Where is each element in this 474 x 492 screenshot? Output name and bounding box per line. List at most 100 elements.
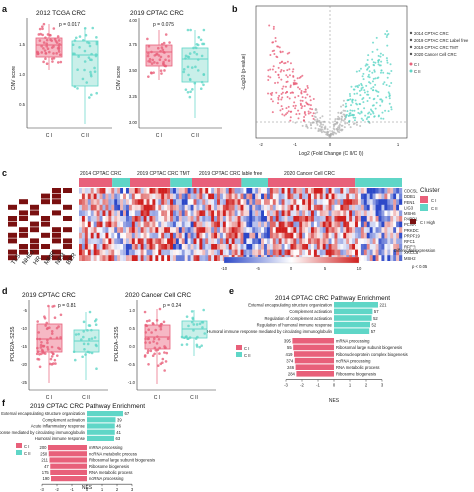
heatmap-cell bbox=[125, 193, 130, 200]
volcano-point bbox=[321, 115, 324, 118]
heatmap-cell bbox=[308, 221, 312, 228]
heatmap-cell bbox=[393, 249, 397, 256]
volcano-point bbox=[334, 122, 337, 125]
volcano-point bbox=[289, 110, 292, 113]
heatmap-cell bbox=[161, 249, 165, 256]
heatmap-cell bbox=[387, 188, 391, 194]
heatmap-cell bbox=[137, 232, 141, 239]
heatmap-cell bbox=[178, 238, 182, 245]
heatmap-cell bbox=[222, 244, 227, 250]
volcano-point bbox=[312, 98, 315, 101]
heatmap-cell bbox=[164, 232, 168, 239]
heatmap-cell bbox=[293, 199, 297, 205]
heatmap-cell bbox=[331, 210, 335, 217]
heatmap-cell bbox=[325, 188, 329, 194]
heatmap-cell bbox=[234, 232, 238, 239]
heatmap-cell bbox=[240, 199, 244, 205]
volcano-point bbox=[358, 84, 361, 87]
heatmap-cell bbox=[390, 199, 394, 205]
heatmap-cell bbox=[111, 193, 115, 200]
heatmap-cell bbox=[190, 227, 194, 233]
heatmap-cell bbox=[99, 193, 103, 200]
heatmap-cell bbox=[120, 193, 124, 200]
heatmap-cell bbox=[302, 244, 306, 250]
heatmap-cell bbox=[202, 193, 206, 200]
heatmap-cell bbox=[310, 188, 315, 194]
volcano-point bbox=[307, 112, 310, 115]
heatmap-cell bbox=[214, 199, 218, 205]
volcano-point bbox=[339, 129, 342, 132]
data-point bbox=[163, 51, 166, 54]
volcano-point bbox=[372, 61, 375, 64]
volcano-point bbox=[367, 93, 370, 96]
heatmap-cell bbox=[357, 210, 362, 217]
heatmap-cell bbox=[117, 204, 121, 211]
data-point bbox=[49, 38, 52, 42]
heatmap-cell bbox=[175, 227, 180, 233]
heatmap-cell bbox=[131, 249, 135, 256]
volcano-point bbox=[379, 71, 382, 74]
heatmap-cell bbox=[357, 199, 362, 205]
heatmap-cell bbox=[278, 232, 282, 239]
data-point bbox=[93, 336, 97, 339]
heatmap-cell bbox=[222, 210, 227, 217]
volcano-point bbox=[340, 112, 343, 115]
heatmap-cell bbox=[202, 227, 206, 233]
heatmap-cell bbox=[272, 193, 276, 200]
heatmap-cell bbox=[161, 193, 165, 200]
heatmap-cell bbox=[196, 232, 200, 239]
cluster-bar-c1 bbox=[130, 178, 171, 187]
volcano-point bbox=[371, 104, 374, 107]
heatmap-cell bbox=[90, 244, 94, 250]
data-point bbox=[74, 36, 78, 40]
heatmap-cell bbox=[305, 193, 309, 200]
heatmap-cell bbox=[164, 244, 168, 250]
heatmap-cell bbox=[375, 244, 379, 250]
heatmap-cell bbox=[99, 232, 103, 239]
volcano-point bbox=[274, 37, 277, 40]
heatmap-cell bbox=[111, 216, 115, 222]
heatmap-cell bbox=[111, 255, 115, 261]
heatmap-cell bbox=[246, 221, 250, 228]
bar-term-label: Ribosome biogenesis bbox=[89, 464, 129, 469]
data-point bbox=[52, 52, 55, 55]
bar-c1 bbox=[49, 457, 87, 463]
heatmap-cell bbox=[310, 244, 315, 250]
heatmap-cell bbox=[178, 193, 182, 200]
volcano-point bbox=[348, 93, 351, 96]
heatmap-cell bbox=[234, 216, 238, 222]
heatmap-cell bbox=[164, 238, 168, 245]
data-point bbox=[95, 42, 99, 46]
heatmap-cell bbox=[275, 188, 279, 194]
volcano-point bbox=[306, 85, 309, 88]
heatmap-cell bbox=[322, 188, 326, 194]
heatmap-cell bbox=[275, 249, 279, 256]
heatmap-cell bbox=[290, 244, 294, 250]
heatmap-cell bbox=[319, 249, 323, 256]
heatmap-cell bbox=[269, 210, 273, 217]
heatmap-cell bbox=[217, 232, 221, 239]
heatmap-cell bbox=[196, 221, 200, 228]
heatmap-cell bbox=[381, 244, 385, 250]
volcano-point bbox=[358, 89, 361, 92]
heatmap-cell bbox=[184, 188, 188, 194]
data-point bbox=[55, 52, 58, 55]
volcano-point bbox=[334, 118, 337, 121]
volcano-point bbox=[382, 82, 385, 85]
heatmap-cell bbox=[187, 210, 191, 217]
heatmap-cell bbox=[120, 255, 124, 261]
data-point bbox=[71, 52, 75, 56]
data-point bbox=[94, 323, 98, 326]
bar-term-label: Ribonucleoprotein complex biogenesis bbox=[336, 352, 408, 357]
volcano-point bbox=[390, 106, 393, 109]
heatmap-cell bbox=[196, 193, 200, 200]
volcano-point bbox=[275, 91, 278, 94]
heatmap-cell bbox=[369, 199, 373, 205]
heatmap-cell bbox=[93, 199, 97, 205]
heatmap-cell bbox=[214, 221, 218, 228]
heatmap-cell bbox=[334, 244, 338, 250]
heatmap-cell bbox=[396, 204, 400, 211]
heatmap-cell bbox=[84, 249, 89, 256]
data-point bbox=[156, 364, 160, 367]
volcano-point bbox=[324, 125, 327, 128]
